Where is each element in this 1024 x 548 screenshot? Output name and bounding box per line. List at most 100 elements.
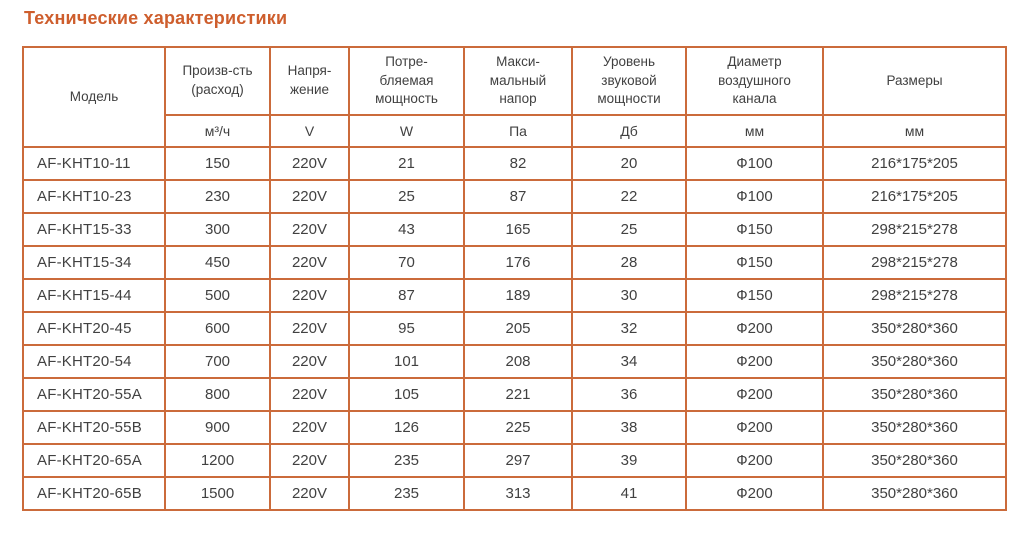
value-cell: 220V — [269, 476, 350, 511]
value-cell: 34 — [571, 344, 687, 379]
model-cell: AF-KHT10-23 — [22, 179, 166, 214]
table-row: AF-KHT10-11 150 220V 21 82 20 Ф100 216*175*205 — [22, 146, 1007, 181]
unit-power: W — [348, 114, 465, 148]
table-body: AF-KHT10-11 150 220V 21 82 20 Ф100 216*175*205 A… — [22, 146, 1007, 511]
value-cell: 70 — [348, 245, 465, 280]
value-cell: 36 — [571, 377, 687, 412]
value-cell: 350*280*360 — [822, 311, 1007, 346]
value-cell: 350*280*360 — [822, 443, 1007, 478]
table-row: AF-KHT15-33 300 220V 43 165 25 Ф150 298*215*278 — [22, 212, 1007, 247]
value-cell: 216*175*205 — [822, 179, 1007, 214]
value-cell: 298*215*278 — [822, 278, 1007, 313]
value-cell: 350*280*360 — [822, 476, 1007, 511]
column-header-pressure: Макси- мальный напор — [463, 46, 573, 116]
model-cell: AF-KHT20-54 — [22, 344, 166, 379]
value-cell: 189 — [463, 278, 573, 313]
value-cell: 500 — [164, 278, 271, 313]
table-row: AF-KHT20-55A 800 220V 105 221 36 Ф200 350*280*3… — [22, 377, 1007, 412]
table-row: AF-KHT20-54 700 220V 101 208 34 Ф200 350*280*36… — [22, 344, 1007, 379]
value-cell: 235 — [348, 443, 465, 478]
value-cell: 700 — [164, 344, 271, 379]
value-cell: 298*215*278 — [822, 245, 1007, 280]
value-cell: 216*175*205 — [822, 146, 1007, 181]
value-cell: 220V — [269, 146, 350, 181]
value-cell: 82 — [463, 146, 573, 181]
model-cell: AF-KHT20-55B — [22, 410, 166, 445]
table-row: AF-KHT15-44 500 220V 87 189 30 Ф150 298*215*278 — [22, 278, 1007, 313]
column-header-power: Потре- бляемая мощность — [348, 46, 465, 116]
value-cell: 220V — [269, 344, 350, 379]
table-row: AF-KHT10-23 230 220V 25 87 22 Ф100 216*175*205 — [22, 179, 1007, 214]
column-header-duct: Диаметр воздушного канала — [685, 46, 824, 116]
value-cell: 101 — [348, 344, 465, 379]
value-cell: 30 — [571, 278, 687, 313]
table-row: AF-KHT20-55B 900 220V 126 225 38 Ф200 350*280*3… — [22, 410, 1007, 445]
model-cell: AF-KHT20-65B — [22, 476, 166, 511]
model-cell: AF-KHT20-65A — [22, 443, 166, 478]
value-cell: 220V — [269, 179, 350, 214]
value-cell: 20 — [571, 146, 687, 181]
value-cell: 21 — [348, 146, 465, 181]
value-cell: 230 — [164, 179, 271, 214]
value-cell: 220V — [269, 245, 350, 280]
value-cell: 105 — [348, 377, 465, 412]
table-row: AF-KHT20-65B 1500 220V 235 313 41 Ф200 350*280*… — [22, 476, 1007, 511]
model-cell: AF-KHT10-11 — [22, 146, 166, 181]
value-cell: 32 — [571, 311, 687, 346]
column-header-noise: Уровень звуковой мощности — [571, 46, 687, 116]
value-cell: 313 — [463, 476, 573, 511]
unit-pressure: Па — [463, 114, 573, 148]
unit-size: мм — [822, 114, 1007, 148]
value-cell: Ф150 — [685, 278, 824, 313]
value-cell: 25 — [348, 179, 465, 214]
model-cell: AF-KHT20-55A — [22, 377, 166, 412]
value-cell: 87 — [348, 278, 465, 313]
value-cell: 298*215*278 — [822, 212, 1007, 247]
value-cell: 39 — [571, 443, 687, 478]
specs-table: Модель Произв-сть (расход) Напря- жение … — [22, 46, 1007, 511]
value-cell: 165 — [463, 212, 573, 247]
column-header-voltage: Напря- жение — [269, 46, 350, 116]
value-cell: 41 — [571, 476, 687, 511]
value-cell: Ф200 — [685, 476, 824, 511]
value-cell: 350*280*360 — [822, 377, 1007, 412]
value-cell: Ф200 — [685, 443, 824, 478]
value-cell: 28 — [571, 245, 687, 280]
column-header-model: Модель — [22, 46, 166, 148]
model-cell: AF-KHT15-34 — [22, 245, 166, 280]
value-cell: Ф100 — [685, 146, 824, 181]
value-cell: Ф200 — [685, 311, 824, 346]
column-header-size: Размеры — [822, 46, 1007, 116]
value-cell: 350*280*360 — [822, 410, 1007, 445]
value-cell: 208 — [463, 344, 573, 379]
value-cell: 800 — [164, 377, 271, 412]
value-cell: 220V — [269, 377, 350, 412]
model-cell: AF-KHT15-44 — [22, 278, 166, 313]
value-cell: 600 — [164, 311, 271, 346]
value-cell: 22 — [571, 179, 687, 214]
value-cell: 95 — [348, 311, 465, 346]
model-cell: AF-KHT15-33 — [22, 212, 166, 247]
value-cell: 220V — [269, 410, 350, 445]
value-cell: 350*280*360 — [822, 344, 1007, 379]
value-cell: 225 — [463, 410, 573, 445]
table-row: AF-KHT20-65A 1200 220V 235 297 39 Ф200 350*280*… — [22, 443, 1007, 478]
value-cell: 150 — [164, 146, 271, 181]
value-cell: 450 — [164, 245, 271, 280]
value-cell: 38 — [571, 410, 687, 445]
unit-voltage: V — [269, 114, 350, 148]
unit-flow: м³/ч — [164, 114, 271, 148]
value-cell: 1200 — [164, 443, 271, 478]
value-cell: Ф200 — [685, 377, 824, 412]
value-cell: Ф150 — [685, 212, 824, 247]
value-cell: 87 — [463, 179, 573, 214]
value-cell: 220V — [269, 443, 350, 478]
value-cell: 126 — [348, 410, 465, 445]
value-cell: 900 — [164, 410, 271, 445]
table-header-row: Модель Произв-сть (расход) Напря- жение … — [22, 46, 1007, 148]
value-cell: 43 — [348, 212, 465, 247]
value-cell: 220V — [269, 212, 350, 247]
value-cell: Ф150 — [685, 245, 824, 280]
value-cell: 220V — [269, 311, 350, 346]
value-cell: 220V — [269, 278, 350, 313]
